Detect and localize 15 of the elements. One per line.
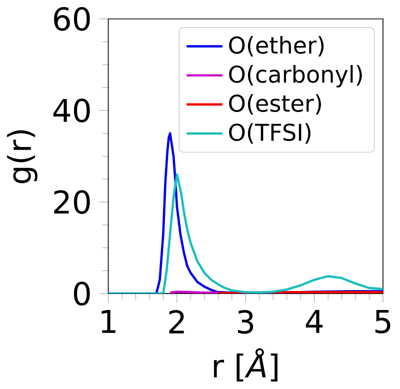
- y-tick-label: 40: [53, 98, 90, 123]
- y-tick-label: 20: [54, 190, 90, 214]
- y-axis-title: g(r): [7, 130, 38, 184]
- x-axis-title: r [Å]: [214, 348, 278, 382]
- y-tick-label: 0: [74, 282, 90, 306]
- legend-label: O(TFSI): [229, 123, 310, 144]
- legend-label: O(carbonyl): [229, 65, 362, 88]
- x-tick-label: 4: [306, 310, 323, 334]
- y-tick-label: 60: [54, 7, 90, 32]
- legend-label: O(ester): [229, 94, 321, 115]
- legend-label: O(ether): [229, 36, 324, 57]
- x-tick-label: 2: [169, 310, 184, 334]
- x-tick-label: 5: [375, 310, 390, 334]
- x-tick-label: 1: [102, 310, 116, 334]
- x-tick-label: 3: [238, 310, 254, 334]
